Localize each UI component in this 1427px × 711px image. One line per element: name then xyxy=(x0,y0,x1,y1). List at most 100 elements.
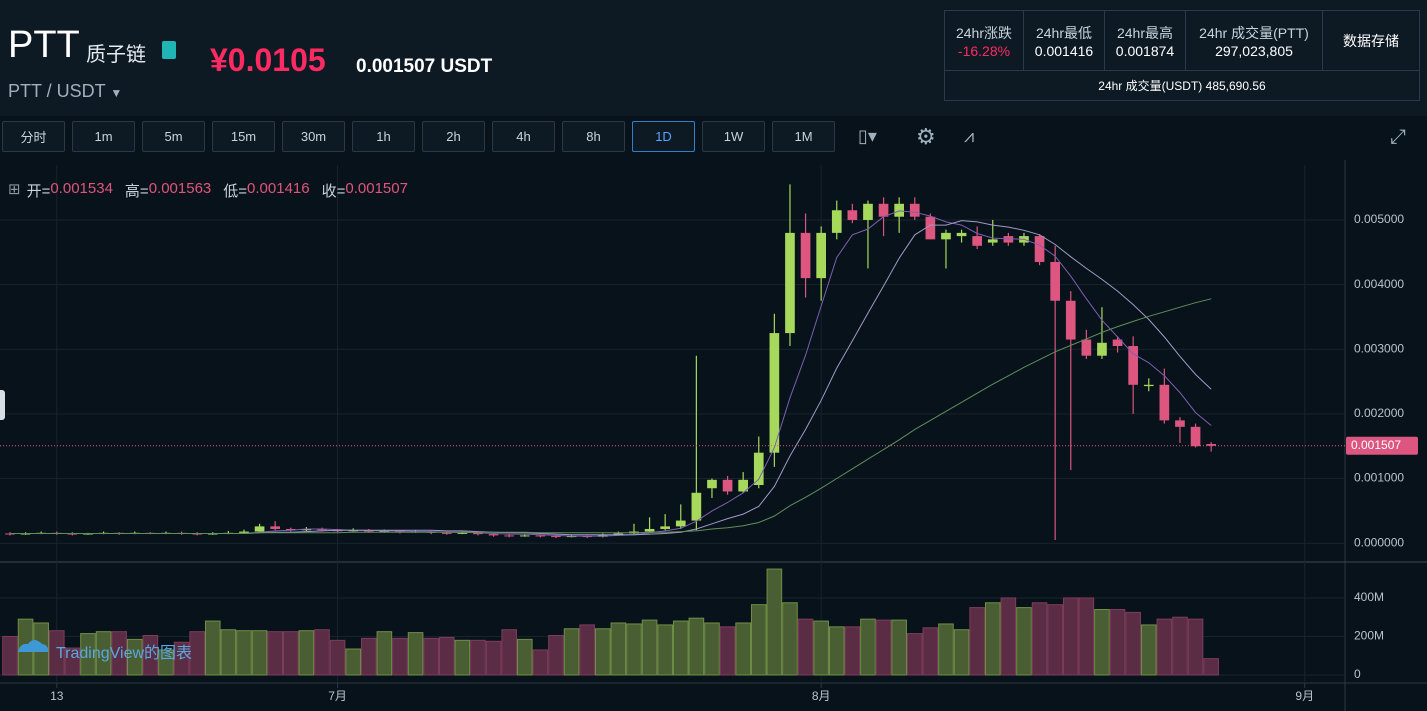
interval-button[interactable]: 4h xyxy=(492,121,555,152)
candle-body xyxy=(301,528,312,531)
interval-button[interactable]: 1m xyxy=(72,121,135,152)
candle-body xyxy=(363,530,374,532)
interval-button[interactable]: 2h xyxy=(422,121,485,152)
candle-body xyxy=(660,526,671,529)
candle-body xyxy=(239,531,249,533)
ma-line xyxy=(10,210,1212,537)
volume-bar xyxy=(407,632,424,676)
candle-body xyxy=(1206,444,1216,446)
volume-bar xyxy=(360,637,377,676)
y-tick-label: 0.000000 xyxy=(1354,535,1404,549)
stat-value: 0.001874 xyxy=(1115,42,1175,59)
volume-bar xyxy=(672,620,689,676)
volume-bar xyxy=(267,631,283,676)
interval-button[interactable]: 分时 xyxy=(2,121,65,152)
candle-body xyxy=(1159,384,1170,421)
volume-bar xyxy=(797,618,814,676)
side-handle[interactable] xyxy=(0,390,5,420)
stat-value: 297,023,805 xyxy=(1215,42,1293,59)
volume-bar xyxy=(563,628,580,676)
volume-bar xyxy=(828,626,845,676)
y-tick-label: 200M xyxy=(1354,629,1384,643)
stat-label: 24hr涨跌 xyxy=(955,24,1013,41)
volume-bar xyxy=(1109,609,1126,676)
candle-body xyxy=(785,232,795,334)
volume-bar xyxy=(953,629,970,676)
volume-bar xyxy=(1078,597,1095,676)
volume-bar xyxy=(501,629,517,676)
volume-bar xyxy=(1016,607,1032,676)
volume-bar xyxy=(392,637,408,676)
volume-bar xyxy=(813,620,829,676)
ohlc-value: 0.001416 xyxy=(247,180,310,197)
candle-body xyxy=(254,526,265,532)
volume-bar xyxy=(516,638,533,676)
usdt-volume: 485,690.56 xyxy=(1205,79,1266,93)
candle-body xyxy=(270,526,281,529)
candle-body xyxy=(1175,420,1185,427)
candle-body xyxy=(769,333,780,453)
legend-toggle[interactable]: ⊞ xyxy=(8,181,21,198)
candle-body xyxy=(535,535,546,537)
volume-bar xyxy=(906,633,923,676)
candle-body xyxy=(1034,236,1045,262)
candle-body xyxy=(753,452,764,486)
volume-bar xyxy=(298,630,315,676)
volume-bar xyxy=(438,636,455,676)
interval-button[interactable]: 1h xyxy=(352,121,415,152)
stat-label: 24hr 成交量(PTT) xyxy=(1199,24,1309,41)
interval-button[interactable]: 8h xyxy=(562,121,625,152)
fullscreen-icon[interactable]: ⤢ xyxy=(1390,126,1406,148)
candle-body xyxy=(457,532,468,534)
indicators-icon[interactable]: ⩘ xyxy=(964,126,975,146)
pair-select[interactable]: PTT / USDT ▼ xyxy=(8,81,123,101)
chart-type-icon[interactable]: ▯▾ xyxy=(858,126,877,146)
volume-bar xyxy=(314,629,330,676)
volume-bar xyxy=(48,630,65,676)
volume-bar xyxy=(173,641,190,676)
interval-button[interactable]: 1D xyxy=(632,121,695,152)
stat-value: -16.28% xyxy=(957,42,1011,59)
volume-bar xyxy=(548,635,564,676)
volume-bar xyxy=(282,631,299,676)
candle-body xyxy=(800,232,811,279)
candle-body xyxy=(878,203,889,217)
volume-bar xyxy=(126,638,143,676)
candle-body xyxy=(831,210,842,233)
interval-button[interactable]: 15m xyxy=(212,121,275,152)
candle-body xyxy=(1081,339,1092,356)
interval-button[interactable]: 5m xyxy=(142,121,205,152)
volume-bar xyxy=(641,619,658,676)
volume-bar xyxy=(657,624,673,676)
candle-body xyxy=(473,532,483,535)
stat-label: 24hr最高 xyxy=(1116,24,1174,41)
storage[interactable]: 数据存储 xyxy=(1322,10,1420,71)
stat-value: 0.001416 xyxy=(1034,42,1094,59)
interval-button[interactable]: 1M xyxy=(772,121,835,152)
settings-icon[interactable]: ⚙ xyxy=(916,124,936,149)
right-axis-bg xyxy=(1345,160,1427,711)
interval-button[interactable]: 30m xyxy=(282,121,345,152)
volume-bar xyxy=(2,635,18,676)
info-icon[interactable] xyxy=(162,41,176,59)
symbol: PTT xyxy=(8,24,80,66)
volume-bar xyxy=(1187,618,1204,676)
volume-bar xyxy=(142,635,159,676)
volume-bar xyxy=(735,622,751,676)
volume-bar xyxy=(345,648,361,676)
volume-bar xyxy=(610,622,627,676)
candle-body xyxy=(738,479,749,492)
watermark: TradingView的图表 xyxy=(56,644,192,662)
interval-button[interactable]: 1W xyxy=(702,121,765,152)
volume-bar xyxy=(80,633,96,676)
candle-body xyxy=(847,210,858,220)
ma-line xyxy=(10,220,1212,536)
ohlc-label: 收= xyxy=(321,183,346,200)
candle-body xyxy=(1065,300,1076,340)
volume-bar xyxy=(844,626,861,676)
candle-body xyxy=(972,236,982,246)
ohlc-label: 开= xyxy=(26,183,51,200)
volume-bar xyxy=(111,631,127,676)
usdt-volume-label: 24hr 成交量(USDT) xyxy=(1098,79,1203,93)
